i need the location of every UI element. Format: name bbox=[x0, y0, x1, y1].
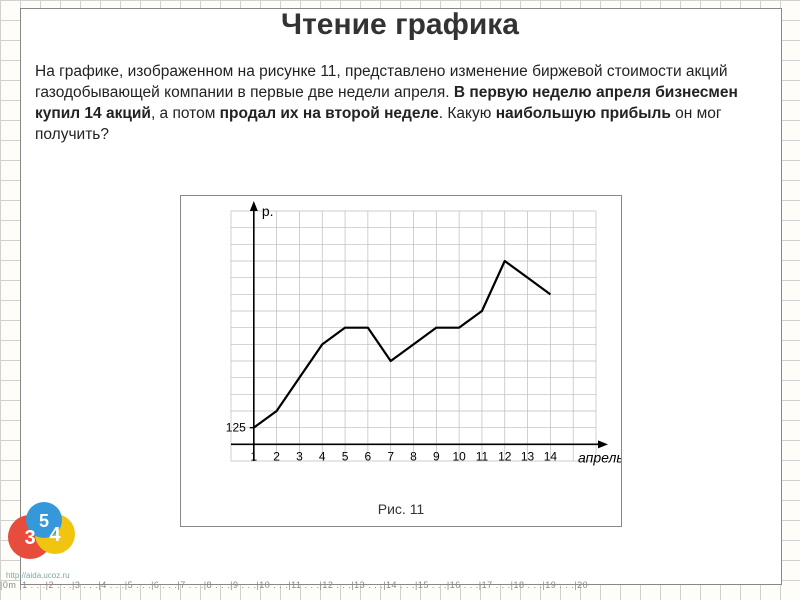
watermark-url: http://aida.ucoz.ru bbox=[6, 571, 70, 580]
slide-title: Чтение графика bbox=[0, 8, 800, 42]
chart-caption: Рис. 11 bbox=[181, 501, 621, 517]
decorative-numbers-illustration: 3 4 5 bbox=[0, 482, 90, 572]
svg-text:3: 3 bbox=[296, 449, 303, 463]
problem-part-5: . Какую bbox=[439, 105, 496, 122]
svg-text:5: 5 bbox=[39, 511, 49, 531]
svg-text:14: 14 bbox=[544, 449, 558, 463]
svg-text:7: 7 bbox=[387, 449, 394, 463]
chart-container: р.апрель1234567891011121314125 Рис. 11 bbox=[180, 195, 622, 527]
svg-text:р.: р. bbox=[262, 203, 274, 219]
svg-text:апрель: апрель bbox=[578, 449, 621, 465]
problem-part-3: , а потом bbox=[151, 105, 220, 122]
svg-text:1: 1 bbox=[250, 449, 257, 463]
svg-text:10: 10 bbox=[452, 449, 466, 463]
problem-part-6: наибольшую прибыль bbox=[496, 105, 671, 122]
svg-text:9: 9 bbox=[433, 449, 440, 463]
svg-text:2: 2 bbox=[273, 449, 280, 463]
problem-part-4: продал их на второй неделе bbox=[220, 105, 439, 122]
footer-ruler: |0m |1 . . .|2 . . .|3 . . .|4 . . .|5 .… bbox=[0, 580, 800, 598]
svg-text:4: 4 bbox=[319, 449, 326, 463]
svg-text:5: 5 bbox=[342, 449, 349, 463]
svg-text:6: 6 bbox=[365, 449, 372, 463]
svg-text:13: 13 bbox=[521, 449, 535, 463]
svg-text:3: 3 bbox=[24, 527, 35, 549]
svg-text:125: 125 bbox=[226, 421, 246, 435]
svg-text:4: 4 bbox=[49, 524, 61, 546]
svg-text:11: 11 bbox=[476, 449, 489, 463]
line-chart: р.апрель1234567891011121314125 bbox=[181, 196, 621, 501]
svg-text:12: 12 bbox=[498, 449, 512, 463]
svg-text:8: 8 bbox=[410, 449, 417, 463]
problem-statement: На графике, изображенном на рисунке 11, … bbox=[35, 62, 763, 146]
